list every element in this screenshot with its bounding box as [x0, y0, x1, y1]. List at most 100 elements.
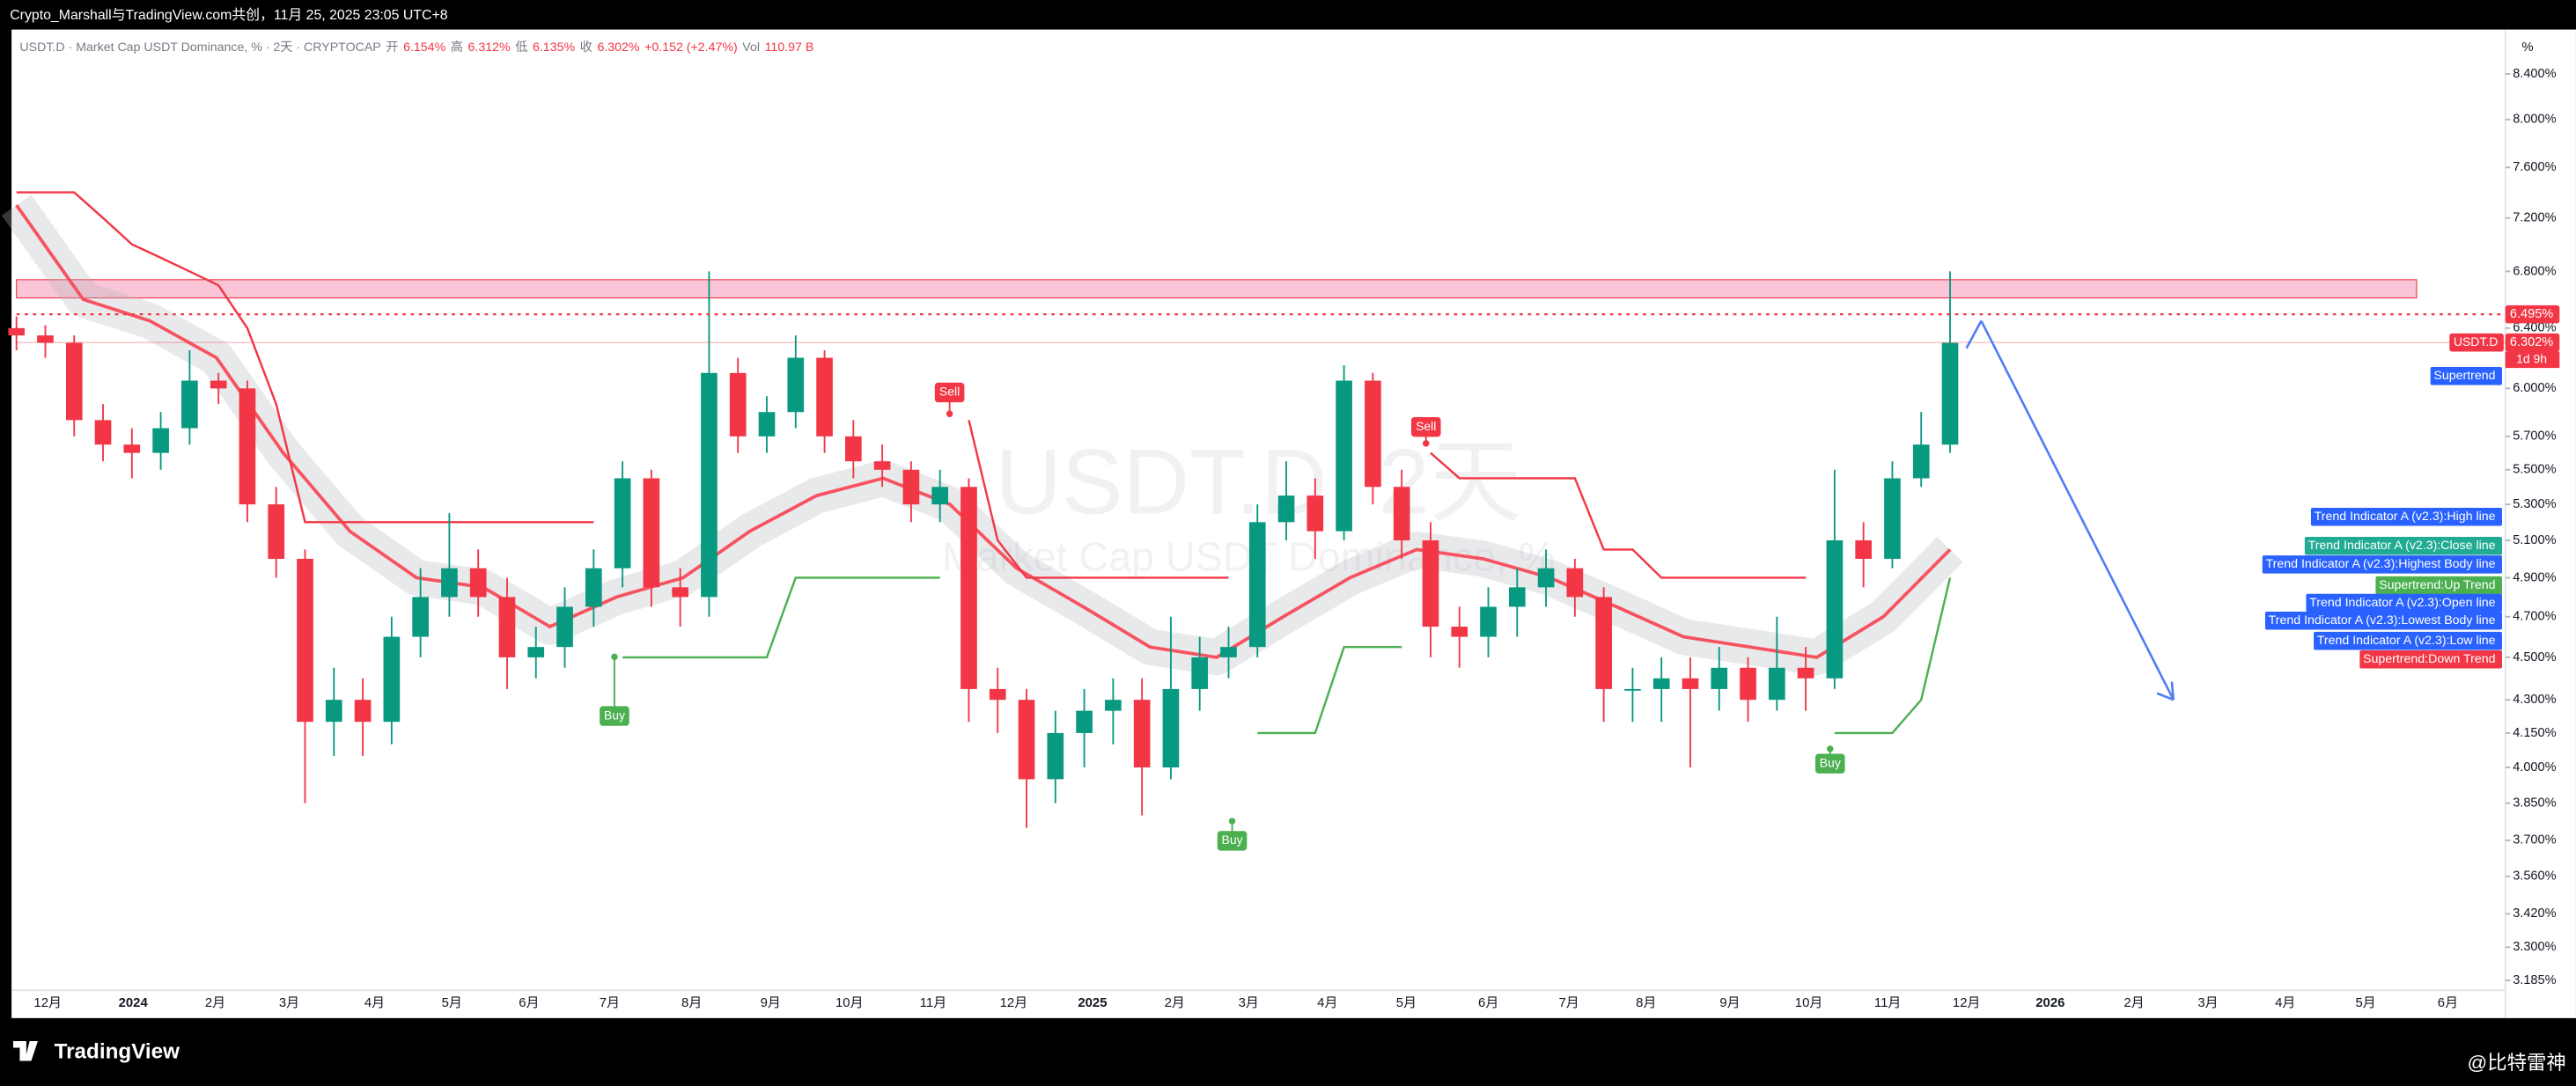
x-tick-label: 8月: [1636, 995, 1656, 1010]
x-tick-label: 8月: [681, 995, 702, 1010]
x-tick-label: 3月: [2197, 995, 2218, 1010]
candle-body: [1422, 539, 1439, 627]
x-tick-label: 11月: [920, 995, 946, 1010]
indicator-tag-text: Supertrend:Up Trend: [2379, 578, 2495, 592]
indicator-tag: [2310, 507, 2502, 526]
y-tick-label: 4.900%: [2513, 570, 2556, 584]
candle-body: [816, 357, 833, 437]
y-tick-label: 5.500%: [2513, 463, 2556, 477]
candle-body: [1480, 606, 1497, 637]
x-tick-label: 2026: [2035, 995, 2064, 1010]
signal-box: [1217, 831, 1248, 851]
y-tick-label: 6.400%: [2513, 321, 2556, 335]
indicator-tag: [2264, 611, 2502, 630]
candle-body: [585, 568, 602, 607]
x-tick-label: 3月: [1239, 995, 1259, 1010]
legend-item: 6.154%: [403, 40, 445, 55]
indicator-tag-text: Trend Indicator A (v2.3):Lowest Body lin…: [2269, 613, 2496, 627]
signal-label: Buy: [1222, 833, 1243, 847]
indicator-tag-text: Trend Indicator A (v2.3):Close line: [2308, 539, 2496, 553]
symbol-legend: USDT.D · Market Cap USDT Dominance, % · …: [19, 40, 813, 55]
candle-body: [1740, 667, 1756, 701]
x-tick-label: 6月: [519, 995, 539, 1010]
y-tick-label: 5.700%: [2513, 429, 2556, 444]
indicator-tag: [2314, 631, 2502, 650]
y-tick-label: 6.800%: [2513, 264, 2556, 278]
candle-body: [8, 327, 26, 336]
y-tick-label: 4.000%: [2513, 760, 2556, 774]
countdown-text: 1d 9h: [2516, 351, 2547, 365]
candle-body: [37, 335, 54, 343]
candle-body: [1652, 678, 1670, 689]
legend-item: 高: [451, 40, 463, 55]
x-tick-label: 6月: [1478, 995, 1498, 1010]
candle-body: [1047, 732, 1064, 780]
legend-item: +0.152 (+2.47%): [644, 40, 738, 55]
candle-body: [902, 469, 920, 505]
y-tick-label: 8.400%: [2513, 67, 2556, 81]
candle-body: [527, 647, 545, 657]
candle-body: [873, 461, 891, 470]
candle-body: [1162, 688, 1180, 768]
indicator-tag: [2304, 536, 2502, 555]
y-tick-label: 3.300%: [2513, 940, 2556, 954]
axis-unit: %: [2521, 40, 2533, 55]
candle-body: [1191, 657, 1209, 689]
legend-item: 110.97 B: [765, 40, 814, 55]
legend-item: 开: [386, 40, 398, 55]
price-tag: [2505, 333, 2560, 352]
candle-body: [441, 568, 458, 598]
x-tick-label: 2月: [2123, 995, 2144, 1010]
ma-line: [15, 203, 1952, 659]
y-tick-label: 3.185%: [2513, 973, 2556, 987]
candle-body: [1624, 688, 1641, 691]
candle-body: [1537, 568, 1555, 588]
watermark-subtitle: Market Cap USDT Dominance, %: [942, 534, 1555, 580]
candle-body: [94, 420, 112, 445]
candle-body: [1133, 700, 1151, 768]
indicator-tag-text: Supertrend:Down Trend: [2363, 652, 2495, 666]
candle-body: [152, 428, 169, 453]
candle-body: [297, 559, 313, 723]
x-tick-label: 5月: [442, 995, 462, 1010]
credit: @比特雷神: [2468, 1052, 2566, 1074]
x-tick-label: 4月: [364, 995, 385, 1010]
top-bar: [0, 0, 2576, 30]
candle-body: [556, 606, 573, 648]
signal-label: Buy: [604, 708, 625, 722]
y-tick-label: 7.600%: [2513, 160, 2556, 174]
candle-body: [1018, 700, 1035, 780]
candle-body: [989, 688, 1006, 701]
indicator-tag: [2430, 367, 2502, 385]
x-tick-label: 5月: [1396, 995, 1417, 1010]
candle-body: [1768, 667, 1785, 701]
countdown-tag: [2505, 351, 2560, 369]
y-tick-label: 7.200%: [2513, 211, 2556, 225]
candle-body: [1336, 380, 1352, 532]
signal-box: [934, 382, 965, 403]
signal-dot: [1827, 745, 1834, 752]
y-tick-label: 5.300%: [2513, 497, 2556, 511]
candle-body: [1365, 380, 1381, 488]
projection-arrow: [1965, 319, 1983, 349]
candle-body: [1884, 478, 1901, 560]
candle-body: [643, 478, 660, 588]
candle-body: [1105, 700, 1122, 711]
candle-body: [1393, 487, 1410, 540]
supertrend-line: [622, 576, 1952, 735]
candle-body: [210, 380, 227, 389]
chart-area: [11, 29, 2576, 1018]
x-tick-label: 2月: [1165, 995, 1185, 1010]
x-tick-label: 3月: [279, 995, 299, 1010]
x-tick-label: 10月: [1795, 995, 1823, 1010]
candle-body: [239, 388, 256, 505]
brand: TradingView: [55, 1040, 180, 1064]
legend-item: 6.302%: [597, 40, 639, 55]
candle-body: [469, 568, 487, 598]
y-tick-label: 4.300%: [2513, 693, 2556, 707]
indicator-tag: [2306, 593, 2502, 613]
x-tick-label: 12月: [1953, 995, 1981, 1010]
legend-item: 收: [580, 40, 592, 55]
candle-body: [758, 412, 776, 437]
